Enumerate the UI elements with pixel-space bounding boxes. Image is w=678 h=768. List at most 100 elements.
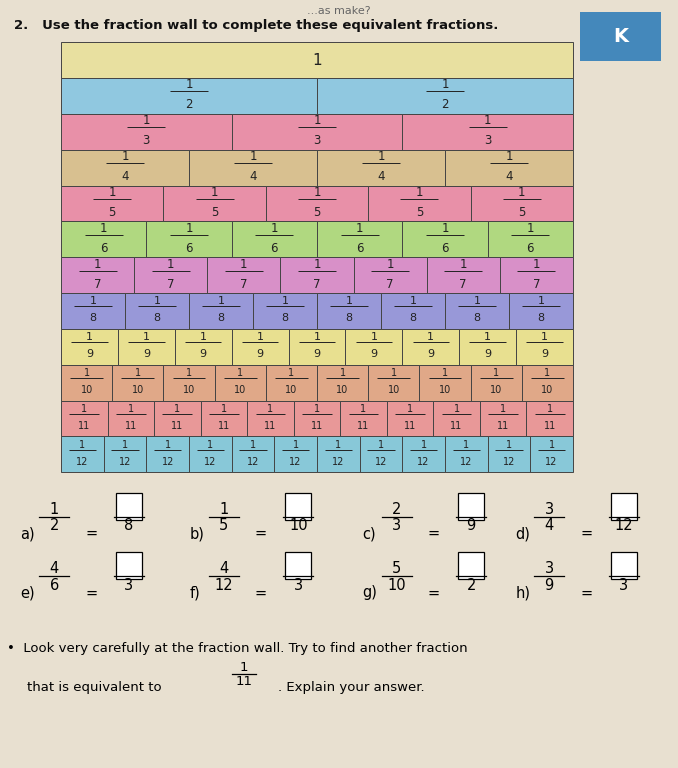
Bar xyxy=(275,436,317,472)
Text: 1: 1 xyxy=(378,440,384,450)
Bar xyxy=(317,436,359,472)
Bar xyxy=(419,365,471,401)
Text: h): h) xyxy=(515,585,530,601)
Text: K: K xyxy=(613,27,628,45)
Text: 4: 4 xyxy=(49,561,59,576)
Text: 9: 9 xyxy=(370,349,378,359)
Text: b): b) xyxy=(190,526,205,541)
Text: 11: 11 xyxy=(125,421,137,431)
Bar xyxy=(61,293,125,329)
Text: 1: 1 xyxy=(527,222,534,235)
Text: f): f) xyxy=(190,585,201,601)
Bar xyxy=(500,257,573,293)
Bar xyxy=(530,436,573,472)
Bar xyxy=(146,221,232,257)
Bar xyxy=(163,365,214,401)
Text: 1: 1 xyxy=(293,440,299,450)
Text: 2: 2 xyxy=(441,98,449,111)
Bar xyxy=(154,401,201,436)
Text: 2: 2 xyxy=(466,578,476,593)
Bar xyxy=(471,365,522,401)
Text: 1: 1 xyxy=(271,222,278,235)
Bar xyxy=(266,186,368,221)
Text: 1: 1 xyxy=(240,257,247,270)
Text: 1: 1 xyxy=(167,257,174,270)
Bar xyxy=(458,552,484,579)
Text: =: = xyxy=(428,585,440,601)
Text: =: = xyxy=(580,585,593,601)
Bar xyxy=(134,257,207,293)
Text: 1: 1 xyxy=(506,440,512,450)
Bar xyxy=(402,436,445,472)
Text: 8: 8 xyxy=(89,313,96,323)
Text: c): c) xyxy=(363,526,376,541)
Text: 1: 1 xyxy=(218,296,224,306)
Bar xyxy=(317,293,381,329)
Text: 3: 3 xyxy=(544,561,554,576)
Bar xyxy=(458,493,484,520)
Bar xyxy=(426,257,500,293)
Text: 1: 1 xyxy=(361,404,367,414)
Text: 1: 1 xyxy=(441,222,449,235)
Bar xyxy=(125,293,189,329)
Bar xyxy=(471,186,573,221)
Text: 10: 10 xyxy=(541,385,553,395)
Bar xyxy=(459,329,516,365)
Text: 12: 12 xyxy=(418,457,430,467)
Text: 1: 1 xyxy=(549,440,555,450)
Bar xyxy=(146,436,189,472)
Text: 11: 11 xyxy=(497,421,509,431)
Text: 3: 3 xyxy=(313,134,321,147)
Text: 9: 9 xyxy=(199,349,207,359)
Text: 1: 1 xyxy=(518,186,525,199)
Text: 1: 1 xyxy=(122,440,128,450)
Bar xyxy=(487,221,573,257)
Text: 12: 12 xyxy=(332,457,344,467)
Bar xyxy=(61,186,163,221)
Text: 10: 10 xyxy=(336,385,348,395)
Bar xyxy=(207,257,281,293)
Text: 1: 1 xyxy=(313,186,321,199)
Text: 6: 6 xyxy=(356,242,363,255)
Text: 1: 1 xyxy=(314,404,320,414)
Bar xyxy=(509,293,573,329)
Text: 9: 9 xyxy=(544,578,554,593)
Bar xyxy=(285,493,311,520)
Text: 6: 6 xyxy=(441,242,449,255)
Text: 12: 12 xyxy=(204,457,216,467)
Text: 4: 4 xyxy=(121,170,129,183)
Text: 11: 11 xyxy=(264,421,277,431)
Text: 7: 7 xyxy=(533,277,540,290)
Text: 12: 12 xyxy=(247,457,259,467)
Text: 1: 1 xyxy=(89,296,96,306)
Text: 1: 1 xyxy=(410,296,416,306)
Text: 9: 9 xyxy=(484,349,491,359)
Text: 1: 1 xyxy=(240,660,248,674)
Text: 1: 1 xyxy=(165,440,171,450)
Text: 1: 1 xyxy=(407,404,413,414)
Bar xyxy=(445,293,509,329)
Text: 1: 1 xyxy=(313,257,321,270)
Text: 1: 1 xyxy=(86,333,93,343)
Text: 1: 1 xyxy=(153,296,161,306)
Text: d): d) xyxy=(515,526,530,541)
Text: 4: 4 xyxy=(219,561,228,576)
Bar xyxy=(61,401,108,436)
Text: 4: 4 xyxy=(505,170,513,183)
Text: 1: 1 xyxy=(377,150,384,163)
Bar xyxy=(175,329,232,365)
Bar xyxy=(232,221,317,257)
Text: 10: 10 xyxy=(183,385,195,395)
Text: =: = xyxy=(255,585,267,601)
Text: 4: 4 xyxy=(250,170,257,183)
Text: 1: 1 xyxy=(533,257,540,270)
Text: 12: 12 xyxy=(290,457,302,467)
Text: 12: 12 xyxy=(161,457,174,467)
Text: 1: 1 xyxy=(142,114,150,127)
Text: •  Look very carefully at the fraction wall. Try to find another fraction: • Look very carefully at the fraction wa… xyxy=(7,643,467,655)
Text: 1: 1 xyxy=(441,78,449,91)
Text: 3: 3 xyxy=(392,518,401,534)
Bar xyxy=(116,552,142,579)
Text: 6: 6 xyxy=(527,242,534,255)
Bar xyxy=(112,365,163,401)
